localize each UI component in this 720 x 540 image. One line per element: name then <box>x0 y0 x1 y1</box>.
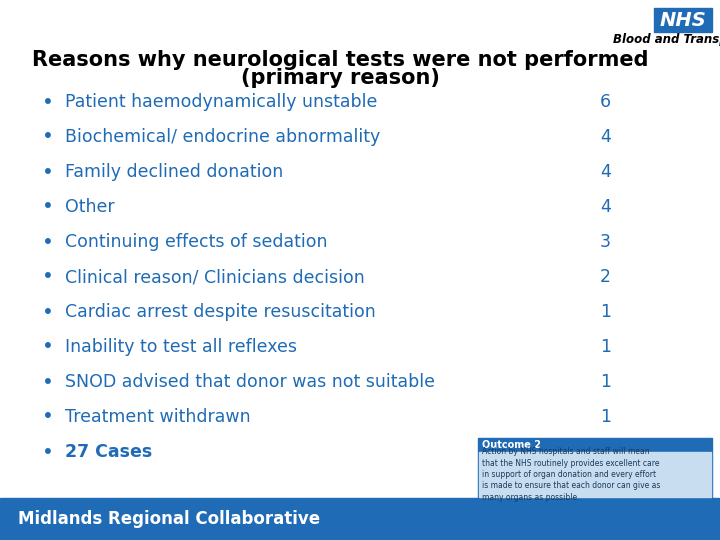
Bar <box>478 438 712 498</box>
Bar <box>654 8 712 32</box>
Bar <box>0 498 720 540</box>
Text: •: • <box>42 442 54 462</box>
Text: •: • <box>42 302 54 321</box>
Text: •: • <box>42 408 54 427</box>
Text: 1: 1 <box>600 408 611 426</box>
Text: Midlands Regional Collaborative: Midlands Regional Collaborative <box>18 510 320 528</box>
Text: •: • <box>42 163 54 181</box>
Text: Family declined donation: Family declined donation <box>65 163 283 181</box>
Text: 2: 2 <box>600 268 611 286</box>
Text: •: • <box>42 127 54 146</box>
Text: Inability to test all reflexes: Inability to test all reflexes <box>65 338 297 356</box>
Text: NHS: NHS <box>660 10 706 30</box>
Text: •: • <box>42 373 54 392</box>
Text: 3: 3 <box>600 233 611 251</box>
Text: 4: 4 <box>600 128 611 146</box>
Text: Clinical reason/ Clinicians decision: Clinical reason/ Clinicians decision <box>65 268 365 286</box>
Text: 1: 1 <box>600 373 611 391</box>
Text: 4: 4 <box>600 198 611 216</box>
Text: Continuing effects of sedation: Continuing effects of sedation <box>65 233 328 251</box>
Text: •: • <box>42 267 54 287</box>
Text: 4: 4 <box>600 163 611 181</box>
Text: SNOD advised that donor was not suitable: SNOD advised that donor was not suitable <box>65 373 435 391</box>
Text: 6: 6 <box>600 93 611 111</box>
Text: 1: 1 <box>600 303 611 321</box>
Text: Outcome 2: Outcome 2 <box>482 441 541 450</box>
Text: Other: Other <box>65 198 114 216</box>
Text: Treatment withdrawn: Treatment withdrawn <box>65 408 251 426</box>
Text: 1: 1 <box>600 338 611 356</box>
Text: •: • <box>42 92 54 111</box>
Text: Cardiac arrest despite resuscitation: Cardiac arrest despite resuscitation <box>65 303 376 321</box>
Text: Blood and Transplant: Blood and Transplant <box>613 33 720 46</box>
Bar <box>479 452 711 497</box>
Text: 27 Cases: 27 Cases <box>65 443 152 461</box>
Text: •: • <box>42 198 54 217</box>
Text: •: • <box>42 338 54 356</box>
Text: Patient haemodynamically unstable: Patient haemodynamically unstable <box>65 93 377 111</box>
Text: •: • <box>42 233 54 252</box>
Text: Biochemical/ endocrine abnormality: Biochemical/ endocrine abnormality <box>65 128 380 146</box>
Text: Reasons why neurological tests were not performed: Reasons why neurological tests were not … <box>32 50 648 70</box>
Text: (primary reason): (primary reason) <box>240 68 439 88</box>
Text: Action by NHS hospitals and staff will mean
that the NHS routinely provides exce: Action by NHS hospitals and staff will m… <box>482 447 660 502</box>
